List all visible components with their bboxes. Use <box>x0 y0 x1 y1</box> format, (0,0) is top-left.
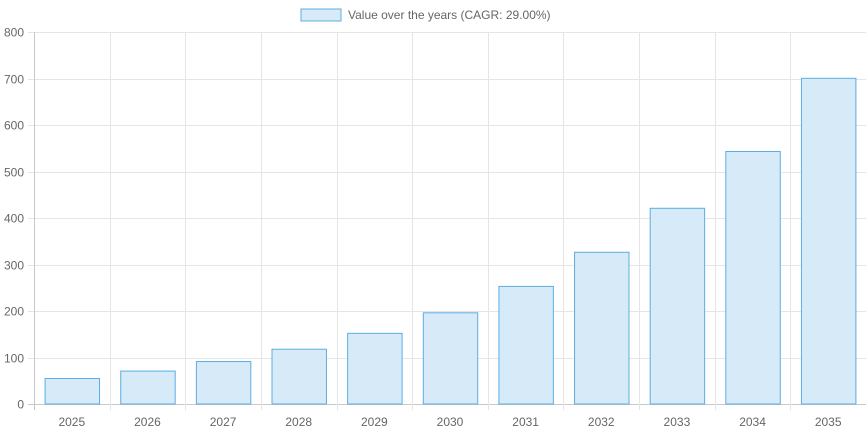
bar-2033 <box>649 207 706 405</box>
bar-2034 <box>725 151 781 405</box>
y-tick-label: 0 <box>17 398 24 412</box>
y-tick-label: 100 <box>4 352 24 366</box>
x-tick-label: 2035 <box>815 415 842 429</box>
legend[interactable]: Value over the years (CAGR: 29.00%) <box>300 8 551 22</box>
bar-2025 <box>44 377 101 405</box>
bar-2029 <box>347 332 403 405</box>
x-tick-label: 2032 <box>588 415 615 429</box>
x-tick-label: 2031 <box>512 415 539 429</box>
y-tick-label: 300 <box>4 259 24 273</box>
bar-2032 <box>574 251 630 405</box>
bar-2031 <box>498 285 554 405</box>
legend-swatch[interactable] <box>300 8 342 22</box>
x-tick-label: 2028 <box>285 415 312 429</box>
y-tick-label: 700 <box>4 73 24 87</box>
x-tick-label: 2030 <box>437 415 464 429</box>
y-tick-label: 400 <box>4 212 24 226</box>
x-tick-label: 2026 <box>134 415 161 429</box>
x-tick-label: 2034 <box>739 415 766 429</box>
bar-2035 <box>800 77 857 405</box>
x-tick-label: 2027 <box>210 415 237 429</box>
y-tick-label: 600 <box>4 119 24 133</box>
x-tick-label: 2029 <box>361 415 388 429</box>
bar-2027 <box>195 361 252 405</box>
y-axis-ticks: 0 100 200 300 400 500 600 700 800 <box>4 26 24 412</box>
x-tick-label: 2033 <box>664 415 691 429</box>
x-tick-label: 2025 <box>58 415 85 429</box>
x-axis-ticks: 2025 2026 2027 2028 2029 2030 2031 2032 2033 2034… <box>58 415 841 429</box>
grid-lines <box>28 32 866 410</box>
bar-2030 <box>422 312 479 405</box>
bar-2026 <box>120 370 176 405</box>
y-tick-label: 200 <box>4 305 24 319</box>
legend-label[interactable]: Value over the years (CAGR: 29.00%) <box>348 8 551 22</box>
bar-2028 <box>271 348 327 405</box>
bars <box>44 77 857 405</box>
y-tick-label: 800 <box>4 26 24 40</box>
y-tick-label: 500 <box>4 166 24 180</box>
